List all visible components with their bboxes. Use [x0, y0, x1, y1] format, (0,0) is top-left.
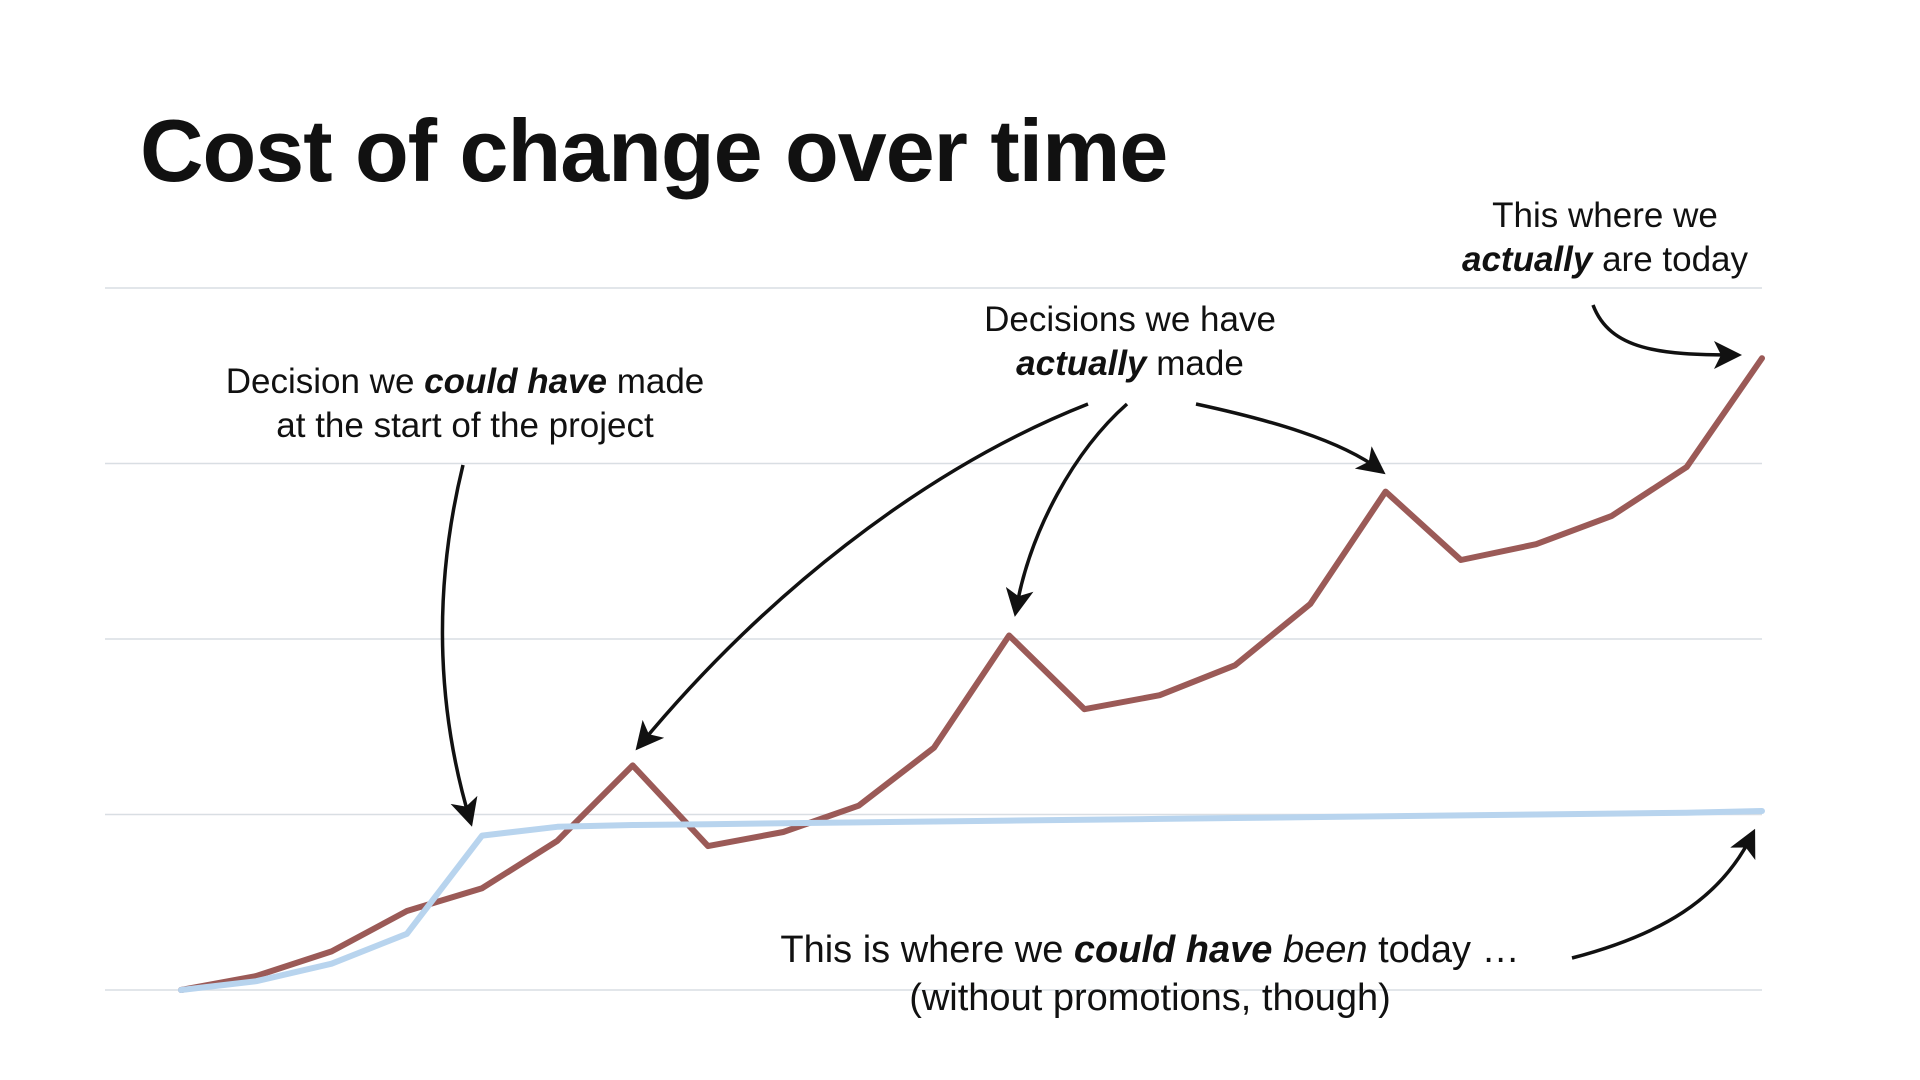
arrow-decision-1: [635, 402, 1089, 751]
annotation-line: Decisions we have: [984, 300, 1276, 339]
annotation-line: (without promotions, though): [909, 977, 1391, 1019]
arrow-could-have-made: [440, 464, 478, 827]
annotation-actually-today: This where we actually are today: [1440, 194, 1770, 282]
series-layer: [178, 355, 1765, 993]
annotation-line: This where we: [1492, 196, 1718, 235]
annotation-arrows: [440, 304, 1756, 960]
annotation-line: actually made: [1016, 344, 1244, 383]
arrow-could-have-been: [1571, 828, 1756, 960]
annotation-could-have-made: Decision we could have made at the start…: [200, 360, 730, 448]
annotation-actually-made: Decisions we have actually made: [960, 298, 1300, 386]
annotation-line: Decision we could have made: [225, 362, 705, 401]
annotation-line: This is where we could have been today …: [780, 929, 1520, 971]
annotation-line: actually are today: [1461, 240, 1748, 279]
arrow-actually-today: [1591, 304, 1742, 369]
page-title: Cost of change over time: [140, 101, 1168, 200]
gridlines: [105, 287, 1762, 991]
annotation-line: at the start of the project: [276, 406, 654, 445]
series-line-actual: [178, 355, 1765, 993]
series-line-ideal: [178, 808, 1765, 993]
arrow-decision-2: [1005, 402, 1129, 617]
arrow-decision-3: [1195, 402, 1386, 475]
annotation-could-have-been: This is where we could have been today ……: [740, 926, 1560, 1022]
